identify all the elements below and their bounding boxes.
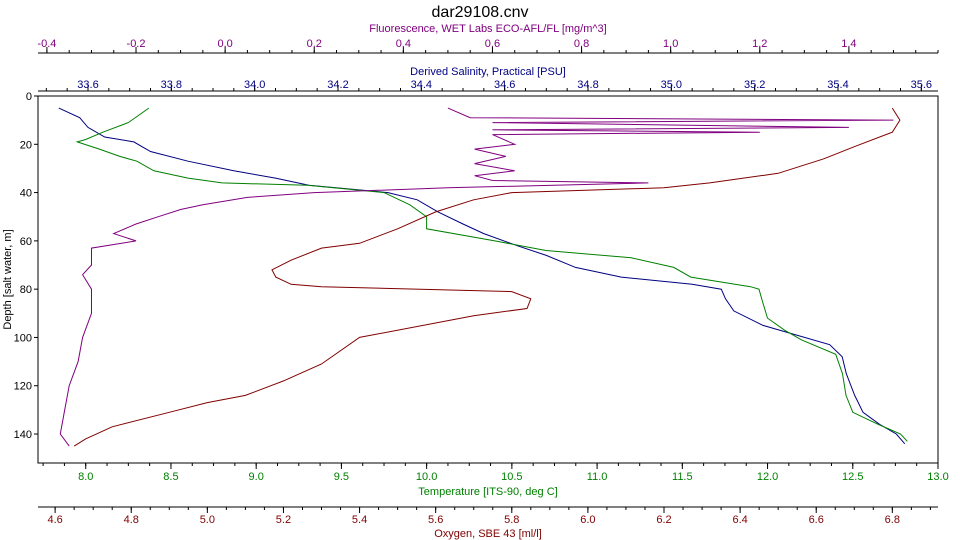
tick-label-fluorescence: 1.0 [663,38,678,50]
tick-label-fluorescence: 1.4 [841,38,856,50]
tick-label-salinity: 34.8 [577,79,598,91]
tick-label-oxygen: 4.6 [47,514,62,526]
axes-group: 0 20 40 60 80 100 120 140 Depth [salt water, m] -… [2,23,949,540]
tick-label-fluorescence: 0.0 [217,38,232,50]
tick-label-oxygen: 6.6 [809,514,824,526]
y-tick-label: 140 [14,429,32,441]
tick-label-fluorescence: -0.4 [37,38,56,50]
series-group [58,107,908,447]
plot-area [37,95,939,464]
tick-label-oxygen: 6.4 [732,514,747,526]
axis-label-fluorescence: Fluorescence, WET Labs ECO-AFL/FL [mg/m^… [369,23,606,35]
axis-label-oxygen: Oxygen, SBE 43 [ml/l] [434,528,542,540]
series-line-fluorescence [59,107,894,447]
tick-label-salinity: 35.0 [661,79,682,91]
y-tick-label: 80 [20,284,32,296]
series-line-temperature [75,107,908,442]
tick-label-oxygen: 6.8 [885,514,900,526]
tick-label-salinity: 34.2 [327,79,348,91]
tick-label-temperature: 10.0 [416,471,437,483]
tick-label-salinity: 33.6 [77,79,98,91]
tick-label-oxygen: 5.2 [276,514,291,526]
tick-label-salinity: 35.4 [827,79,848,91]
tick-label-oxygen: 5.0 [200,514,215,526]
tick-label-temperature: 13.0 [927,471,948,483]
tick-label-salinity: 34.0 [244,79,265,91]
y-tick-label: 60 [20,236,32,248]
y-tick-label: 100 [14,332,32,344]
tick-label-fluorescence: 0.2 [307,38,322,50]
tick-label-oxygen: 6.2 [656,514,671,526]
axis-label-temperature: Temperature [ITS-90, deg C] [418,486,557,498]
tick-label-temperature: 12.0 [757,471,778,483]
tick-label-temperature: 8.5 [163,471,178,483]
y-tick-label: 40 [20,188,32,200]
axis-label-salinity: Derived Salinity, Practical [PSU] [410,66,566,78]
tick-label-temperature: 8.0 [78,471,93,483]
tick-label-fluorescence: 0.8 [574,38,589,50]
series-line-salinity [58,107,906,445]
tick-label-temperature: 11.5 [672,471,693,483]
tick-label-oxygen: 6.0 [580,514,595,526]
chart-title: dar29108.cnv [432,4,529,21]
tick-label-temperature: 9.0 [249,471,264,483]
y-tick-label: 120 [14,381,32,393]
tick-label-oxygen: 5.8 [504,514,519,526]
y-axis-label: Depth [salt water, m] [2,229,14,329]
tick-label-oxygen: 5.6 [428,514,443,526]
y-tick-label: 20 [20,139,32,151]
tick-label-salinity: 34.4 [411,79,432,91]
tick-label-oxygen: 5.4 [352,514,367,526]
tick-label-salinity: 33.8 [161,79,182,91]
tick-label-fluorescence: -0.2 [127,38,146,50]
tick-label-temperature: 12.5 [842,471,863,483]
y-tick-label: 0 [26,91,32,103]
series-line-oxygen [73,107,901,447]
tick-label-temperature: 10.5 [501,471,522,483]
tick-label-fluorescence: 1.2 [752,38,767,50]
tick-label-oxygen: 4.8 [124,514,139,526]
tick-label-temperature: 11.0 [587,471,608,483]
tick-label-salinity: 34.6 [494,79,515,91]
tick-label-fluorescence: 0.6 [485,38,500,50]
tick-label-salinity: 35.6 [911,79,932,91]
tick-label-temperature: 9.5 [334,471,349,483]
tick-label-salinity: 35.2 [744,79,765,91]
tick-label-fluorescence: 0.4 [396,38,411,50]
